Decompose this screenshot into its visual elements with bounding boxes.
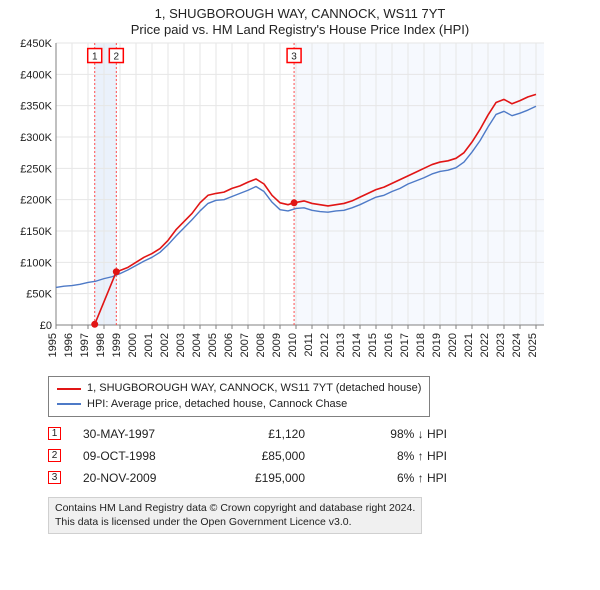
transaction-price: £1,120	[215, 427, 305, 441]
transaction-date: 20-NOV-2009	[83, 471, 193, 485]
svg-text:1999: 1999	[111, 333, 123, 357]
svg-text:£100K: £100K	[20, 258, 52, 270]
svg-text:3: 3	[291, 52, 297, 63]
price-chart: £0 £50K £100K £150K £200K £250K £300K £350K £400…	[8, 37, 592, 372]
transaction-price: £85,000	[215, 449, 305, 463]
attribution-line2: This data is licensed under the Open Gov…	[55, 516, 415, 530]
attribution-line1: Contains HM Land Registry data © Crown c…	[55, 502, 415, 516]
svg-text:2019: 2019	[431, 333, 443, 357]
svg-text:2024: 2024	[511, 333, 523, 357]
transactions-table: 1 30-MAY-1997 £1,120 98% ↓ HPI 2 09-OCT-1998 £…	[48, 423, 592, 489]
svg-text:£250K: £250K	[20, 164, 52, 176]
transaction-row: 3 20-NOV-2009 £195,000 6% ↑ HPI	[48, 467, 592, 489]
svg-text:2010: 2010	[287, 333, 299, 357]
svg-text:1: 1	[92, 52, 98, 63]
transaction-date: 09-OCT-1998	[83, 449, 193, 463]
svg-text:2012: 2012	[319, 333, 331, 357]
legend-label: HPI: Average price, detached house, Cann…	[87, 397, 347, 412]
title-line1: 1, SHUGBOROUGH WAY, CANNOCK, WS11 7YT	[8, 6, 592, 22]
svg-text:2023: 2023	[495, 333, 507, 357]
svg-text:£300K: £300K	[20, 132, 52, 144]
svg-text:2001: 2001	[143, 333, 155, 357]
transaction-hpi: 6% ↑ HPI	[327, 471, 447, 485]
svg-text:£0: £0	[40, 320, 52, 332]
svg-text:2003: 2003	[175, 333, 187, 357]
title-line2: Price paid vs. HM Land Registry's House …	[8, 22, 592, 38]
transaction-marker: 3	[48, 471, 61, 484]
legend-swatch	[57, 388, 81, 390]
svg-text:£150K: £150K	[20, 226, 52, 238]
svg-text:£200K: £200K	[20, 195, 52, 207]
svg-text:1996: 1996	[63, 333, 75, 357]
svg-text:2021: 2021	[463, 333, 475, 357]
svg-text:2005: 2005	[207, 333, 219, 357]
svg-text:2008: 2008	[255, 333, 267, 357]
svg-text:1995: 1995	[47, 333, 59, 357]
svg-text:2013: 2013	[335, 333, 347, 357]
svg-text:£50K: £50K	[26, 289, 52, 301]
chart-svg: £0 £50K £100K £150K £200K £250K £300K £350K £400…	[8, 37, 548, 367]
svg-text:2004: 2004	[191, 333, 203, 357]
svg-text:2020: 2020	[447, 333, 459, 357]
transaction-row: 1 30-MAY-1997 £1,120 98% ↓ HPI	[48, 423, 592, 445]
transaction-marker: 2	[48, 449, 61, 462]
legend-row: HPI: Average price, detached house, Cann…	[57, 397, 421, 412]
svg-text:2006: 2006	[223, 333, 235, 357]
svg-text:1997: 1997	[79, 333, 91, 357]
transaction-marker: 1	[48, 427, 61, 440]
transaction-hpi: 98% ↓ HPI	[327, 427, 447, 441]
svg-text:£400K: £400K	[20, 70, 52, 82]
svg-text:2000: 2000	[127, 333, 139, 357]
svg-text:2007: 2007	[239, 333, 251, 357]
svg-text:2: 2	[114, 52, 120, 63]
svg-text:2025: 2025	[527, 333, 539, 357]
svg-text:£350K: £350K	[20, 101, 52, 113]
attribution: Contains HM Land Registry data © Crown c…	[48, 497, 422, 534]
chart-title: 1, SHUGBOROUGH WAY, CANNOCK, WS11 7YT Pr…	[8, 6, 592, 37]
svg-text:2002: 2002	[159, 333, 171, 357]
legend-swatch	[57, 403, 81, 405]
legend-label: 1, SHUGBOROUGH WAY, CANNOCK, WS11 7YT (d…	[87, 381, 421, 396]
svg-text:2015: 2015	[367, 333, 379, 357]
transaction-hpi: 8% ↑ HPI	[327, 449, 447, 463]
legend: 1, SHUGBOROUGH WAY, CANNOCK, WS11 7YT (d…	[48, 376, 430, 417]
svg-text:2022: 2022	[479, 333, 491, 357]
svg-text:1998: 1998	[95, 333, 107, 357]
svg-text:2009: 2009	[271, 333, 283, 357]
svg-text:£450K: £450K	[20, 38, 52, 50]
svg-text:2017: 2017	[399, 333, 411, 357]
transaction-price: £195,000	[215, 471, 305, 485]
svg-text:2016: 2016	[383, 333, 395, 357]
transaction-row: 2 09-OCT-1998 £85,000 8% ↑ HPI	[48, 445, 592, 467]
svg-text:2011: 2011	[303, 333, 315, 357]
svg-text:2014: 2014	[351, 333, 363, 357]
legend-row: 1, SHUGBOROUGH WAY, CANNOCK, WS11 7YT (d…	[57, 381, 421, 396]
svg-text:2018: 2018	[415, 333, 427, 357]
transaction-date: 30-MAY-1997	[83, 427, 193, 441]
